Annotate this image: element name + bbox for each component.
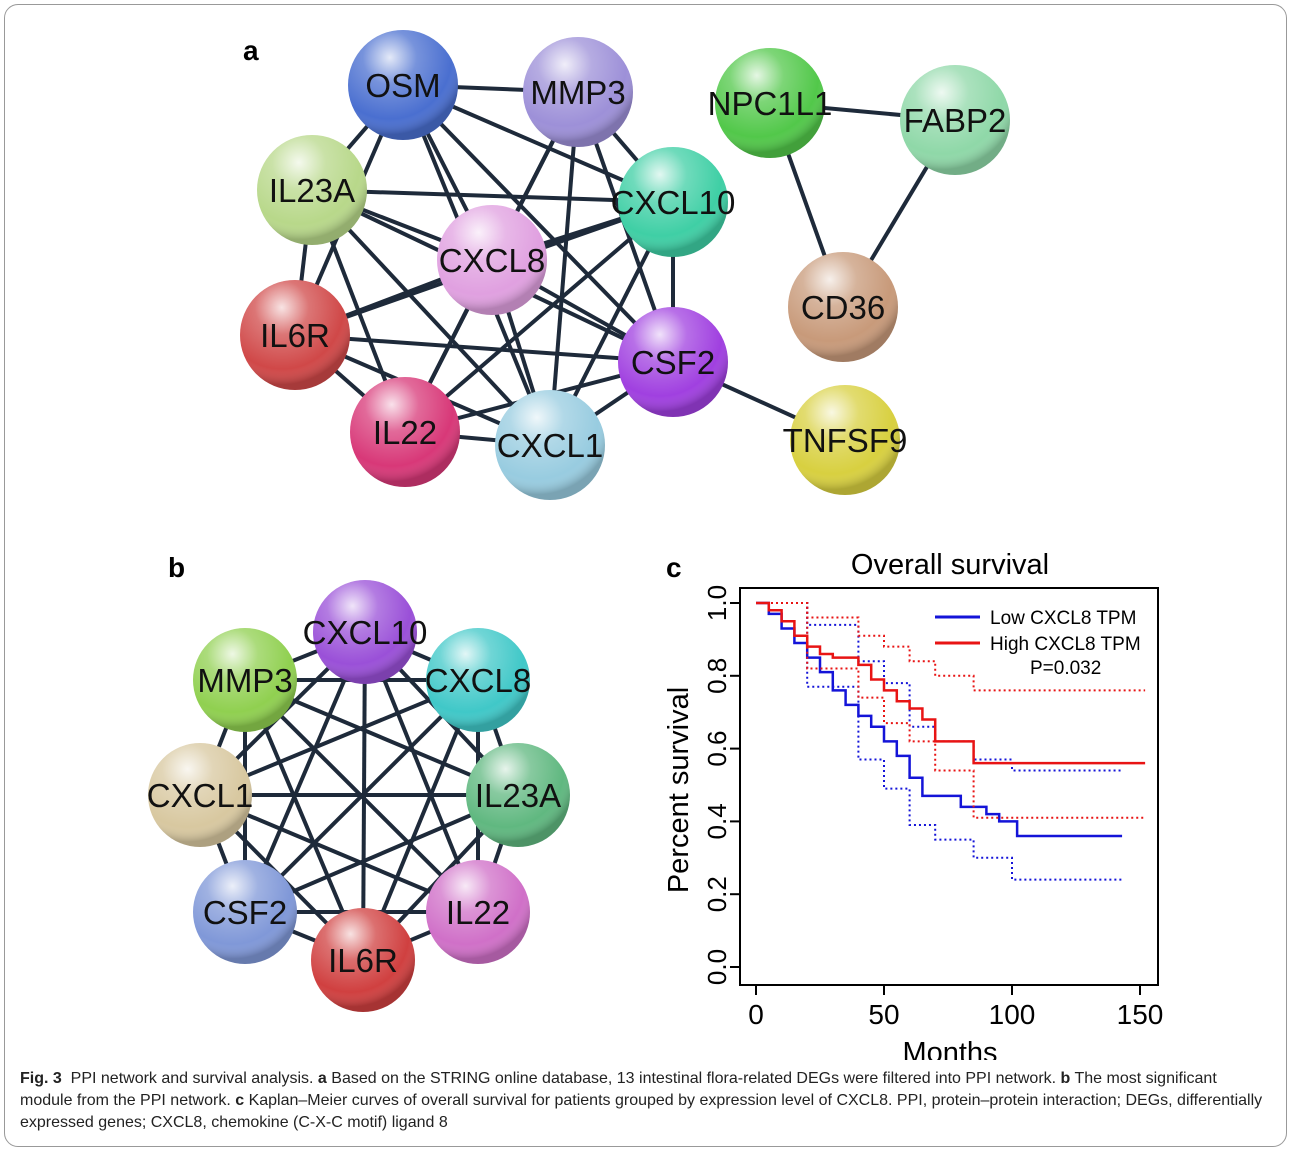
node-shine — [466, 743, 570, 847]
node-label: CD36 — [801, 289, 885, 326]
survival-line — [756, 601, 1146, 765]
edge — [403, 200, 675, 434]
caption-label: Fig. 3 — [20, 1070, 62, 1087]
node-shine — [523, 37, 633, 147]
edge — [243, 678, 480, 914]
caption-title: PPI network and survival analysis. — [70, 1070, 314, 1087]
node-shine — [900, 65, 1010, 175]
node-label: OSM — [365, 67, 440, 104]
x-axis-label: Months — [902, 1037, 997, 1060]
node-label: IL23A — [269, 172, 355, 209]
node-label: TNFSF9 — [783, 422, 908, 459]
edge — [294, 333, 674, 364]
node-shine — [148, 743, 252, 847]
legend-label: High CXCL8 TPM — [990, 634, 1141, 655]
node-shine — [257, 135, 367, 245]
figure-frame — [4, 4, 1287, 1147]
node-shine — [350, 377, 460, 487]
node-label: IL23A — [475, 777, 561, 814]
node-shine — [437, 205, 547, 315]
y-tick-label: 0.0 — [702, 949, 732, 985]
chart-title: Overall survival — [851, 549, 1049, 581]
y-tick-label: 0.4 — [702, 803, 732, 839]
edge — [548, 91, 580, 446]
x-tick-label: 0 — [748, 999, 764, 1030]
node-label: MMP3 — [197, 662, 292, 699]
x-tick-label: 150 — [1117, 999, 1164, 1030]
legend-label: Low CXCL8 TPM — [990, 608, 1136, 629]
node-label: CXCL8 — [439, 242, 545, 279]
caption-text: Based on the STRING online database, 13 … — [331, 1070, 1057, 1087]
node-label: IL22 — [446, 894, 510, 931]
node-label: FABP2 — [904, 102, 1007, 139]
node-shine — [426, 628, 530, 732]
node-shine — [193, 628, 297, 732]
node-label: CXCL10 — [611, 184, 736, 221]
x-tick-label: 50 — [868, 999, 899, 1030]
node-shine — [311, 908, 415, 1012]
panel-label: a — [243, 35, 259, 66]
node-label: MMP3 — [530, 74, 625, 111]
node-label: CXCL8 — [425, 662, 531, 699]
node-label: IL6R — [328, 942, 398, 979]
confidence-band — [756, 602, 1146, 819]
chart: Overall survival Months Percent survival 0 5… — [663, 549, 1163, 1060]
edge — [311, 188, 674, 204]
caption-text: The most significant module from the PPI… — [20, 1070, 1217, 1109]
y-axis-label: Percent survival — [663, 687, 695, 893]
node-shine — [426, 860, 530, 964]
survival-line — [756, 601, 1123, 838]
node-shine — [240, 280, 350, 390]
node-shine — [790, 385, 900, 495]
node-label: CXCL1 — [147, 777, 253, 814]
node-label: CXCL1 — [497, 427, 603, 464]
node-shine — [495, 390, 605, 500]
node-label: NPC1L1 — [708, 85, 833, 122]
y-tick-label: 0.6 — [702, 731, 732, 767]
y-tick-label: 1.0 — [702, 585, 732, 621]
y-tick-label: 0.8 — [702, 658, 732, 694]
node-shine — [618, 147, 728, 257]
node-label: IL22 — [373, 414, 437, 451]
panel-label: c — [666, 552, 682, 583]
caption: Fig. 3 PPI network and survival analysis… — [20, 1068, 1270, 1134]
caption-text: Kaplan–Meier curves of overall survival … — [20, 1092, 1263, 1131]
x-tick-label: 100 — [989, 999, 1036, 1030]
caption-key: a — [317, 1070, 327, 1087]
node-label: CXCL10 — [303, 614, 428, 651]
panel-label: b — [168, 552, 185, 583]
node-shine — [715, 48, 825, 158]
node-shine — [788, 252, 898, 362]
nodes: OSM MMP3 NPC1L1 FABP2 IL23A CXCL10 CXCL8 IL6R CD… — [147, 30, 1010, 1012]
caption-key: b — [1060, 1070, 1071, 1087]
caption-key: c — [235, 1092, 245, 1109]
node-label: IL6R — [260, 317, 330, 354]
node-shine — [193, 860, 297, 964]
node-shine — [313, 580, 417, 684]
node-shine — [618, 307, 728, 417]
annotation: P=0.032 — [1030, 658, 1101, 679]
node-label: CSF2 — [631, 344, 715, 381]
edge — [401, 83, 675, 364]
node-shine — [348, 30, 458, 140]
y-tick-label: 0.2 — [702, 876, 732, 912]
node-label: CSF2 — [203, 894, 287, 931]
plot-frame — [739, 587, 1159, 986]
